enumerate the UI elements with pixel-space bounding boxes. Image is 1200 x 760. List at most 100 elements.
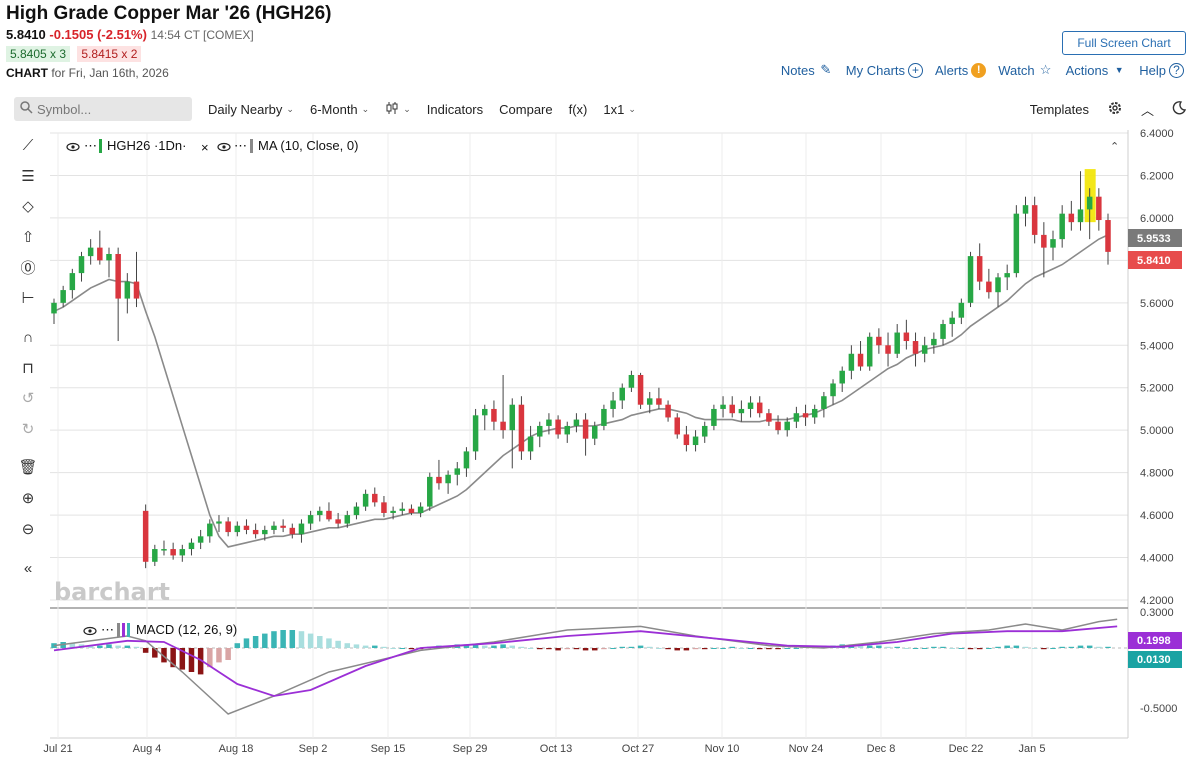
shape-tool-icon[interactable]: ◇ <box>22 198 34 215</box>
macd-hist-bar <box>335 640 341 648</box>
candle-body <box>472 415 479 452</box>
y-tick-label: 4.2000 <box>1140 595 1174 607</box>
chart-date-line: CHART for Fri, Jan 16th, 2026 <box>6 66 766 80</box>
candle-body <box>610 400 616 409</box>
grid-lines <box>50 130 1129 739</box>
macd-hist-bar <box>1105 646 1111 648</box>
gear-icon[interactable] <box>1107 100 1123 119</box>
plus-circle-icon: + <box>908 62 924 78</box>
candle-body <box>1050 239 1056 248</box>
candle-body <box>372 493 378 503</box>
candle-body <box>857 353 864 367</box>
candle-body <box>912 341 919 354</box>
legend-menu-dots[interactable]: ⋯ <box>101 622 114 637</box>
arrow-tool-icon[interactable]: ⇧ <box>21 229 35 246</box>
candle-body <box>1031 205 1038 235</box>
candle-body <box>692 436 699 446</box>
layout-dropdown[interactable]: 1x1 ⌄ <box>603 102 636 117</box>
legend-swatch-hist <box>127 623 130 637</box>
macd-hist-bar <box>390 648 396 649</box>
chart-actions-bar: Notes ✎ My Charts + Alerts ! Watch ☆ Act… <box>781 62 1184 78</box>
candle-body <box>436 476 442 484</box>
help-button[interactable]: Help ? <box>1139 62 1184 78</box>
bar-type-dropdown[interactable]: ⌄ <box>385 101 411 118</box>
macd-hist-bar <box>656 648 662 649</box>
candle-body <box>1096 196 1102 221</box>
candle-body <box>747 402 754 409</box>
exclamation-circle-icon: ! <box>971 62 987 78</box>
measure-tool-icon[interactable]: ⊢ <box>21 290 35 307</box>
compare-button[interactable]: Compare <box>499 101 553 117</box>
candle-body <box>683 434 690 446</box>
candle-body <box>179 549 186 556</box>
watch-button[interactable]: Watch ☆ <box>998 62 1053 78</box>
macd-hist-bar <box>784 648 790 649</box>
pencil-icon: ✎ <box>820 62 832 77</box>
collapse-sidebar-icon[interactable]: « <box>23 559 33 577</box>
bid-ask: 5.8405 x 3 5.8415 x 2 <box>6 46 766 64</box>
indicators-button[interactable]: Indicators <box>426 101 484 117</box>
macd-hist-bar <box>225 648 231 660</box>
macd-hist-bar <box>738 648 745 649</box>
zoom-out-icon[interactable]: ⊖ <box>21 521 35 538</box>
x-tick-label: Sep 29 <box>453 743 488 755</box>
macd-legend: ⋯ MACD (12, 26, 9) <box>83 622 237 637</box>
candle-body <box>280 525 286 528</box>
chevron-up-icon[interactable]: ︿ <box>1140 102 1154 118</box>
range-dropdown[interactable]: 6-Month ⌄ <box>310 102 369 117</box>
fib-tool-icon[interactable]: ☰ <box>21 168 35 185</box>
legend-menu-dots[interactable]: ⋯ <box>234 138 247 153</box>
macd-hist-bar <box>921 648 928 649</box>
macd-hist-bar <box>262 633 268 648</box>
collapse-panel-icon[interactable]: ⌃ <box>1110 141 1119 153</box>
interval-dropdown[interactable]: Daily Nearby ⌄ <box>208 102 294 117</box>
candle-body <box>106 253 112 261</box>
zoom-in-icon[interactable]: ⊕ <box>21 490 35 507</box>
candle-body <box>546 419 552 426</box>
magnet-icon[interactable]: ∩ <box>22 328 34 346</box>
candle-body <box>958 302 965 318</box>
macd-hist-bar <box>472 644 479 648</box>
moon-icon[interactable] <box>1172 100 1187 118</box>
eye-icon[interactable] <box>217 142 231 152</box>
candle-body <box>527 436 534 452</box>
remove-study-icon[interactable]: × <box>201 140 209 155</box>
macd-hist-bar <box>207 648 213 668</box>
candle-body <box>995 277 1001 293</box>
unlock-icon[interactable]: ⊓ <box>22 360 34 377</box>
symbol-search-input[interactable]: Symbol... <box>14 97 192 121</box>
full-screen-chart-button[interactable]: Full Screen Chart <box>1062 31 1186 55</box>
notes-button[interactable]: Notes ✎ <box>781 62 834 78</box>
my-charts-button[interactable]: My Charts + <box>846 62 924 78</box>
undo-icon[interactable]: ↺ <box>21 390 35 407</box>
function-button[interactable]: f(x) <box>568 101 588 117</box>
macd-hist-bar <box>958 648 965 649</box>
candle-body <box>921 345 928 354</box>
macd-hist-bar <box>69 643 76 648</box>
redo-icon[interactable]: ↻ <box>21 421 35 438</box>
candle-body <box>711 408 717 426</box>
eye-icon[interactable] <box>66 142 80 152</box>
question-circle-icon: ? <box>1169 62 1184 78</box>
x-tick-label: Aug 4 <box>133 743 162 755</box>
candle-body <box>335 519 341 524</box>
candle-body <box>427 476 433 507</box>
actions-button[interactable]: Actions ▼ <box>1066 62 1128 78</box>
text-tool-icon[interactable]: ⓪ <box>20 259 36 277</box>
ask-badge: 5.8415 x 2 <box>77 46 142 62</box>
trash-icon[interactable]: 🗑 <box>18 459 38 476</box>
line-tool-icon[interactable]: ⟋ <box>22 136 34 154</box>
candle-body <box>701 425 708 437</box>
candle-body <box>628 374 635 388</box>
y-axis: 6.40006.20006.00005.80005.60005.40005.20… <box>1140 128 1177 715</box>
y-tick-label: 5.2000 <box>1140 383 1174 395</box>
hist-value-tag: 0.0130 <box>1128 651 1182 668</box>
legend-menu-dots[interactable]: ⋯ <box>84 138 97 153</box>
templates-button[interactable]: Templates <box>1029 101 1089 117</box>
watermark: barchart <box>54 578 170 606</box>
eye-icon[interactable] <box>83 626 97 636</box>
alerts-button[interactable]: Alerts ! <box>935 62 987 78</box>
candle-body <box>344 515 351 524</box>
macd-hist-bar <box>692 648 699 650</box>
